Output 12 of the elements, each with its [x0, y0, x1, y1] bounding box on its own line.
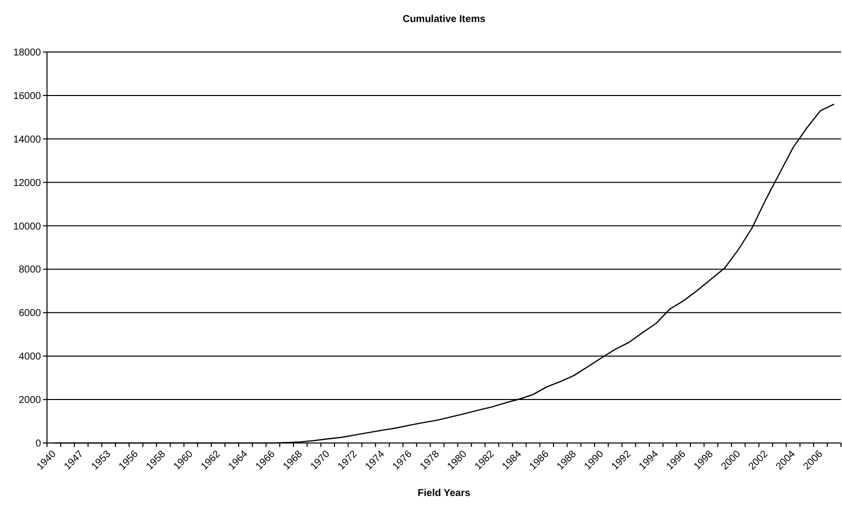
y-tick-label: 14000 — [13, 134, 42, 146]
y-tick-label: 2000 — [18, 395, 42, 406]
y-tick-label: 10000 — [13, 221, 42, 232]
y-tick-label: 8000 — [18, 264, 42, 276]
y-tick-label: 12000 — [13, 178, 42, 189]
y-tick-label: 16000 — [13, 90, 42, 102]
y-tick-label: 4000 — [18, 352, 42, 363]
y-tick-label: 18000 — [13, 48, 42, 58]
chart-title: Cumulative Items — [402, 14, 486, 25]
y-tick-label: 0 — [35, 438, 42, 450]
y-tick-label: 6000 — [18, 308, 42, 320]
x-axis-title: Field Years — [418, 488, 471, 499]
